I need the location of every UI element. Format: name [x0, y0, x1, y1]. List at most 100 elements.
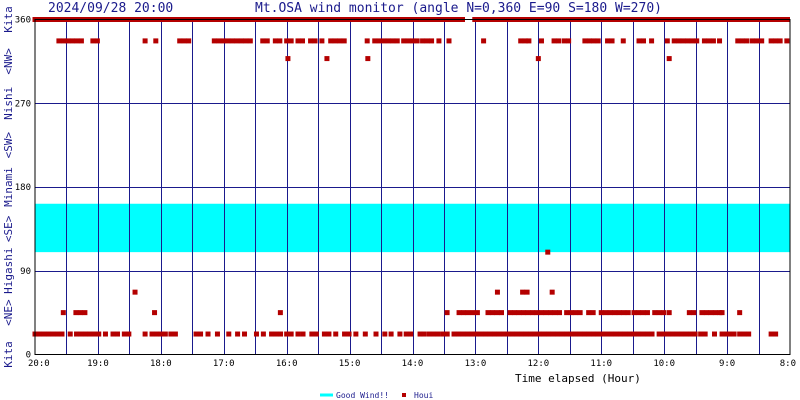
houi-point [168, 331, 174, 337]
houi-point [74, 38, 80, 44]
houi-point [694, 38, 700, 44]
x-tick-label: 9:0 [719, 359, 735, 369]
houi-point [618, 331, 624, 337]
houi-point [735, 38, 741, 44]
houi-point [551, 38, 557, 44]
houi-point [429, 38, 435, 44]
houi-point [595, 38, 601, 44]
houi-point [312, 38, 318, 44]
houi-point [460, 331, 466, 337]
houi-point [426, 331, 432, 337]
y-axis-label-segment: <NE> [2, 299, 15, 326]
houi-point [456, 331, 462, 337]
houi-point [373, 331, 379, 337]
houi-point [82, 310, 88, 316]
houi-point [731, 331, 737, 337]
y-axis-label-segment: Kita [2, 341, 15, 368]
houi-point [609, 38, 615, 44]
houi-point [698, 331, 704, 337]
houi-point [46, 331, 51, 337]
y-tick-label: 270 [15, 99, 31, 109]
houi-point [278, 331, 284, 337]
houi-point [568, 310, 574, 316]
houi-points-layer [32, 17, 790, 337]
houi-point [612, 310, 618, 316]
houi-point [362, 331, 368, 337]
houi-point [319, 38, 325, 44]
x-tick-label: 19:0 [87, 359, 109, 369]
houi-point [494, 289, 500, 295]
houi-point [600, 331, 606, 337]
houi-point [620, 38, 626, 44]
x-tick-label: 11:0 [590, 359, 612, 369]
houi-point [685, 38, 691, 44]
houi-point [487, 331, 493, 337]
houi-point [142, 38, 148, 44]
houi-point [656, 331, 662, 337]
houi-point [78, 331, 84, 337]
houi-point [595, 331, 601, 337]
houi-point [688, 331, 694, 337]
houi-point [299, 38, 305, 44]
x-tick-label: 18:0 [150, 359, 172, 369]
houi-point [712, 331, 717, 337]
houi-point [394, 38, 400, 44]
houi-point [444, 310, 450, 316]
houi-point [768, 331, 774, 337]
houi-point [784, 38, 790, 44]
houi-point [478, 331, 484, 337]
houi-point [41, 331, 47, 337]
y-axis-label-segment: Higashi [2, 248, 15, 294]
x-axis-label: Time elapsed (Hour) [515, 372, 641, 385]
houi-point [158, 331, 164, 337]
houi-point [773, 331, 779, 337]
houi-point [243, 38, 249, 44]
houi-point [430, 331, 436, 337]
houi-point [342, 331, 348, 337]
y-axis-label-segment: Minami [2, 167, 15, 207]
legend: Good Wind!! Houi [320, 391, 433, 400]
houi-point [573, 310, 579, 316]
houi-point [674, 331, 680, 337]
houi-point [543, 310, 549, 316]
houi-point [388, 331, 394, 337]
houi-point [566, 38, 572, 44]
houi-point [518, 38, 524, 44]
houi-point [177, 38, 183, 44]
houi-point [490, 310, 495, 316]
houi-point [381, 38, 387, 44]
houi-point [186, 38, 192, 44]
houi-point [474, 331, 480, 337]
houi-point [564, 310, 570, 316]
houi-point [132, 289, 138, 295]
houi-point [253, 331, 259, 337]
houi-point [332, 38, 338, 44]
houi-point [561, 38, 567, 44]
houi-point [552, 310, 558, 316]
houi-point [548, 310, 554, 316]
houi-point [295, 38, 301, 44]
houi-point [537, 331, 543, 337]
houi-point [525, 310, 531, 316]
houi-point [90, 38, 96, 44]
houi-point [501, 331, 507, 337]
x-tick-label: 15:0 [339, 359, 361, 369]
houi-point [754, 38, 760, 44]
houi-point [313, 331, 319, 337]
houi-point [417, 331, 423, 337]
houi-point [405, 38, 411, 44]
houi-point [577, 310, 583, 316]
houi-point [211, 38, 217, 44]
houi-point [665, 331, 671, 337]
houi-point [739, 38, 745, 44]
houi-point [744, 38, 750, 44]
houi-point [627, 331, 633, 337]
houi-point [568, 331, 574, 337]
houi-point [539, 310, 545, 316]
legend-good-wind-label: Good Wind!! [336, 391, 389, 400]
houi-point [469, 331, 475, 337]
houi-point [285, 56, 291, 62]
houi-point [465, 310, 471, 316]
houi-point [607, 310, 613, 316]
houi-point [470, 310, 476, 316]
